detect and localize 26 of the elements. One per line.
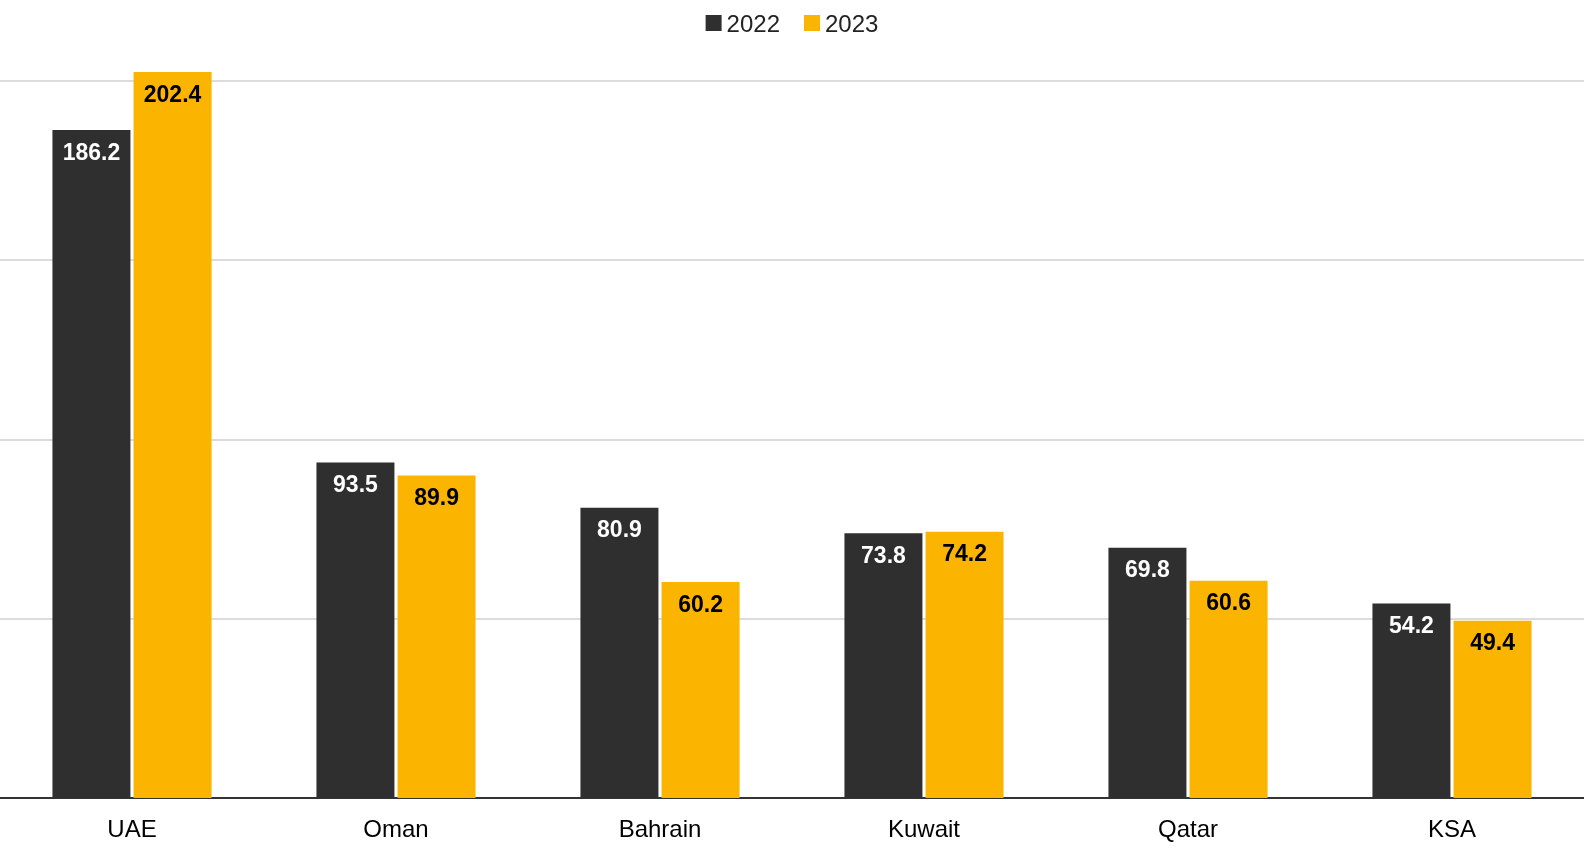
data-label: 60.6 bbox=[1206, 589, 1251, 616]
legend-label: 2023 bbox=[825, 9, 879, 37]
x-tick-label: Qatar bbox=[1157, 814, 1219, 842]
bar bbox=[133, 72, 212, 798]
data-label: 202.4 bbox=[143, 80, 202, 107]
data-label: 80.9 bbox=[597, 516, 642, 543]
x-tick-label: UAE bbox=[107, 814, 157, 842]
bar bbox=[1189, 580, 1268, 798]
bar bbox=[1453, 620, 1532, 798]
x-tick-label: Bahrain bbox=[618, 814, 702, 842]
data-label: 54.2 bbox=[1389, 612, 1434, 639]
bar bbox=[397, 475, 476, 798]
data-label: 60.2 bbox=[678, 590, 723, 617]
data-label: 49.4 bbox=[1470, 629, 1516, 656]
bar bbox=[661, 582, 740, 798]
bar bbox=[925, 531, 1004, 798]
data-label: 93.5 bbox=[333, 471, 379, 498]
data-label: 69.8 bbox=[1125, 556, 1171, 583]
x-tick-label: Kuwait bbox=[887, 814, 961, 842]
data-label: 186.2 bbox=[62, 138, 121, 165]
x-tick-label: Oman bbox=[363, 814, 429, 842]
data-label: 73.8 bbox=[861, 541, 907, 568]
data-label: 89.9 bbox=[414, 484, 459, 511]
x-tick-label: KSA bbox=[1427, 814, 1477, 842]
legend-label: 2022 bbox=[726, 9, 780, 37]
data-label: 74.2 bbox=[942, 540, 987, 567]
